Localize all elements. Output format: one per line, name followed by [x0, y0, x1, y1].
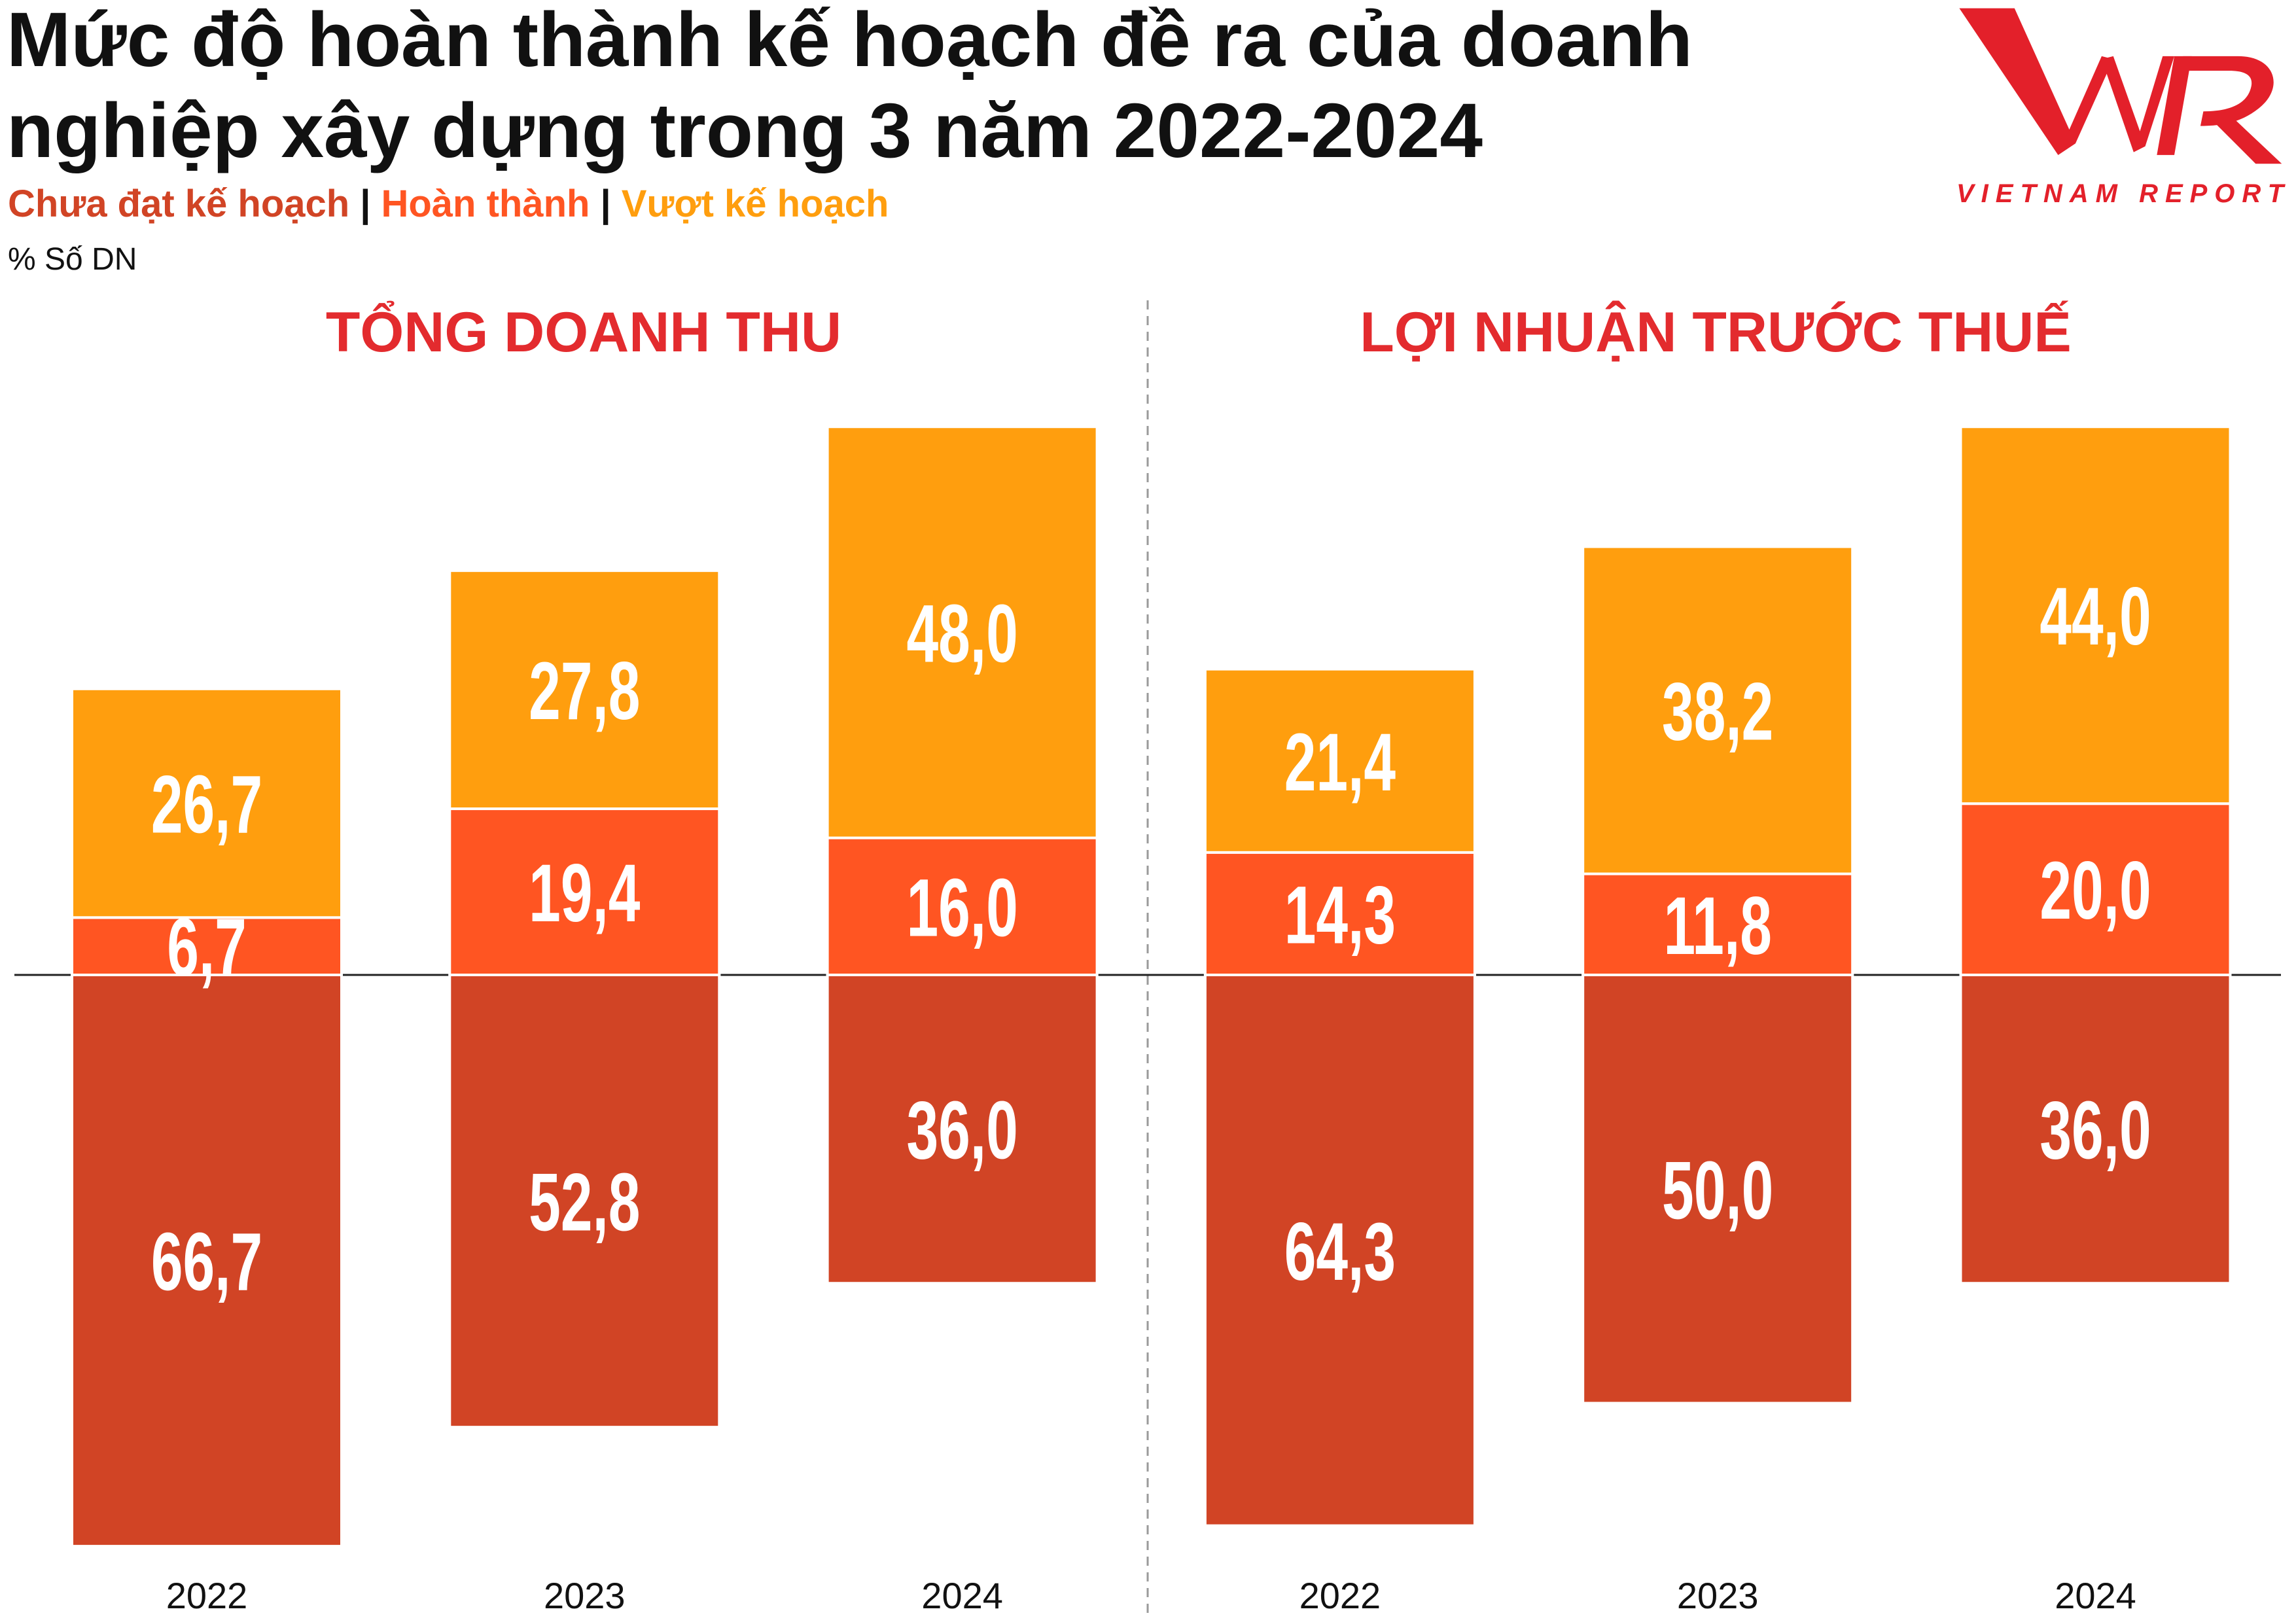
logo-r-mark	[2157, 56, 2192, 155]
legend-separator: |	[600, 183, 610, 225]
logo-wordmark: VIETNAM REPORT	[1956, 179, 2286, 208]
data-label: 11,8	[1663, 879, 1771, 971]
data-label: 50,0	[1662, 1144, 1773, 1236]
bar-segment	[1581, 974, 1854, 1405]
data-labels-layer: 66,7 6,7 26,7 52,8 19,4 27,8 36,0 16,0 48,0 64,3 1…	[151, 571, 2151, 1308]
data-label: 66,7	[151, 1216, 262, 1307]
bar-segment	[826, 425, 1099, 839]
x-axis-labels: 2022 2023 2024 2022 2023 2024	[166, 1575, 2136, 1616]
bar-segment	[1959, 802, 2232, 976]
bar-segment	[1959, 425, 2232, 805]
data-label: 21,4	[1284, 716, 1396, 807]
chart-title-line-2: nghiệp xây dựng trong 3 năm 2022-2024	[7, 88, 1483, 174]
x-tick-label: 2023	[544, 1575, 626, 1616]
legend-item-completed: Hoàn thành	[381, 183, 590, 225]
x-tick-label: 2022	[166, 1575, 248, 1616]
logo-r-mark	[2212, 117, 2282, 164]
data-label: 26,7	[151, 758, 262, 850]
bar-segment	[71, 687, 343, 919]
bars-layer	[71, 425, 2232, 1548]
logo-v-mark	[1959, 8, 2076, 155]
vnr-logo-icon	[1959, 8, 2282, 164]
data-label: 6,7	[167, 902, 247, 993]
bar-segment	[826, 836, 1099, 977]
bar-segment	[448, 569, 721, 811]
legend-item-exceeded: Vượt kế hoạch	[622, 183, 889, 225]
bar-segment	[1203, 667, 1476, 854]
bar-segment	[448, 974, 721, 1429]
data-label: 44,0	[2040, 571, 2151, 662]
bar-segment	[71, 974, 343, 1548]
bar-segment	[71, 916, 343, 976]
x-tick-label: 2022	[1299, 1575, 1381, 1616]
x-tick-label: 2024	[921, 1575, 1003, 1616]
unit-label: % Số DN	[8, 242, 137, 277]
logo-n-mark	[2133, 56, 2174, 152]
bar-segment	[826, 974, 1099, 1285]
legend-item-not-met: Chưa đạt kế hoạch	[8, 183, 349, 225]
legend: Chưa đạt kế hoạch | Hoàn thành | Vượt kế hoạ…	[8, 183, 889, 225]
bar-segment	[1959, 974, 2232, 1285]
panel-title-profit: LỢI NHUẬN TRƯỚC THUẾ	[1360, 301, 2072, 364]
panel-title-revenue: TỔNG DOANH THU	[326, 301, 841, 364]
data-label: 20,0	[2040, 845, 2151, 936]
data-label: 14,3	[1284, 869, 1396, 961]
data-label: 19,4	[529, 847, 640, 938]
data-label: 27,8	[529, 645, 640, 737]
chart-title-line-1: Mức độ hoàn thành kế hoạch đề ra của doa…	[7, 0, 1693, 83]
x-tick-label: 2024	[2055, 1575, 2136, 1616]
x-tick-label: 2023	[1677, 1575, 1759, 1616]
data-label: 36,0	[906, 1084, 1017, 1176]
bar-segment	[1203, 851, 1476, 976]
logo-v-mark	[2058, 56, 2113, 155]
logo-n-mark	[2102, 56, 2146, 152]
data-label: 36,0	[2040, 1084, 2151, 1176]
bar-segment	[1581, 545, 1854, 875]
data-label: 52,8	[529, 1156, 640, 1248]
data-label: 16,0	[906, 862, 1017, 953]
data-label: 64,3	[1284, 1205, 1396, 1297]
logo-r-mark	[2180, 56, 2274, 126]
bar-segment	[448, 807, 721, 976]
data-label: 48,0	[906, 588, 1017, 679]
data-label: 38,2	[1662, 665, 1773, 757]
legend-separator: |	[360, 183, 370, 225]
